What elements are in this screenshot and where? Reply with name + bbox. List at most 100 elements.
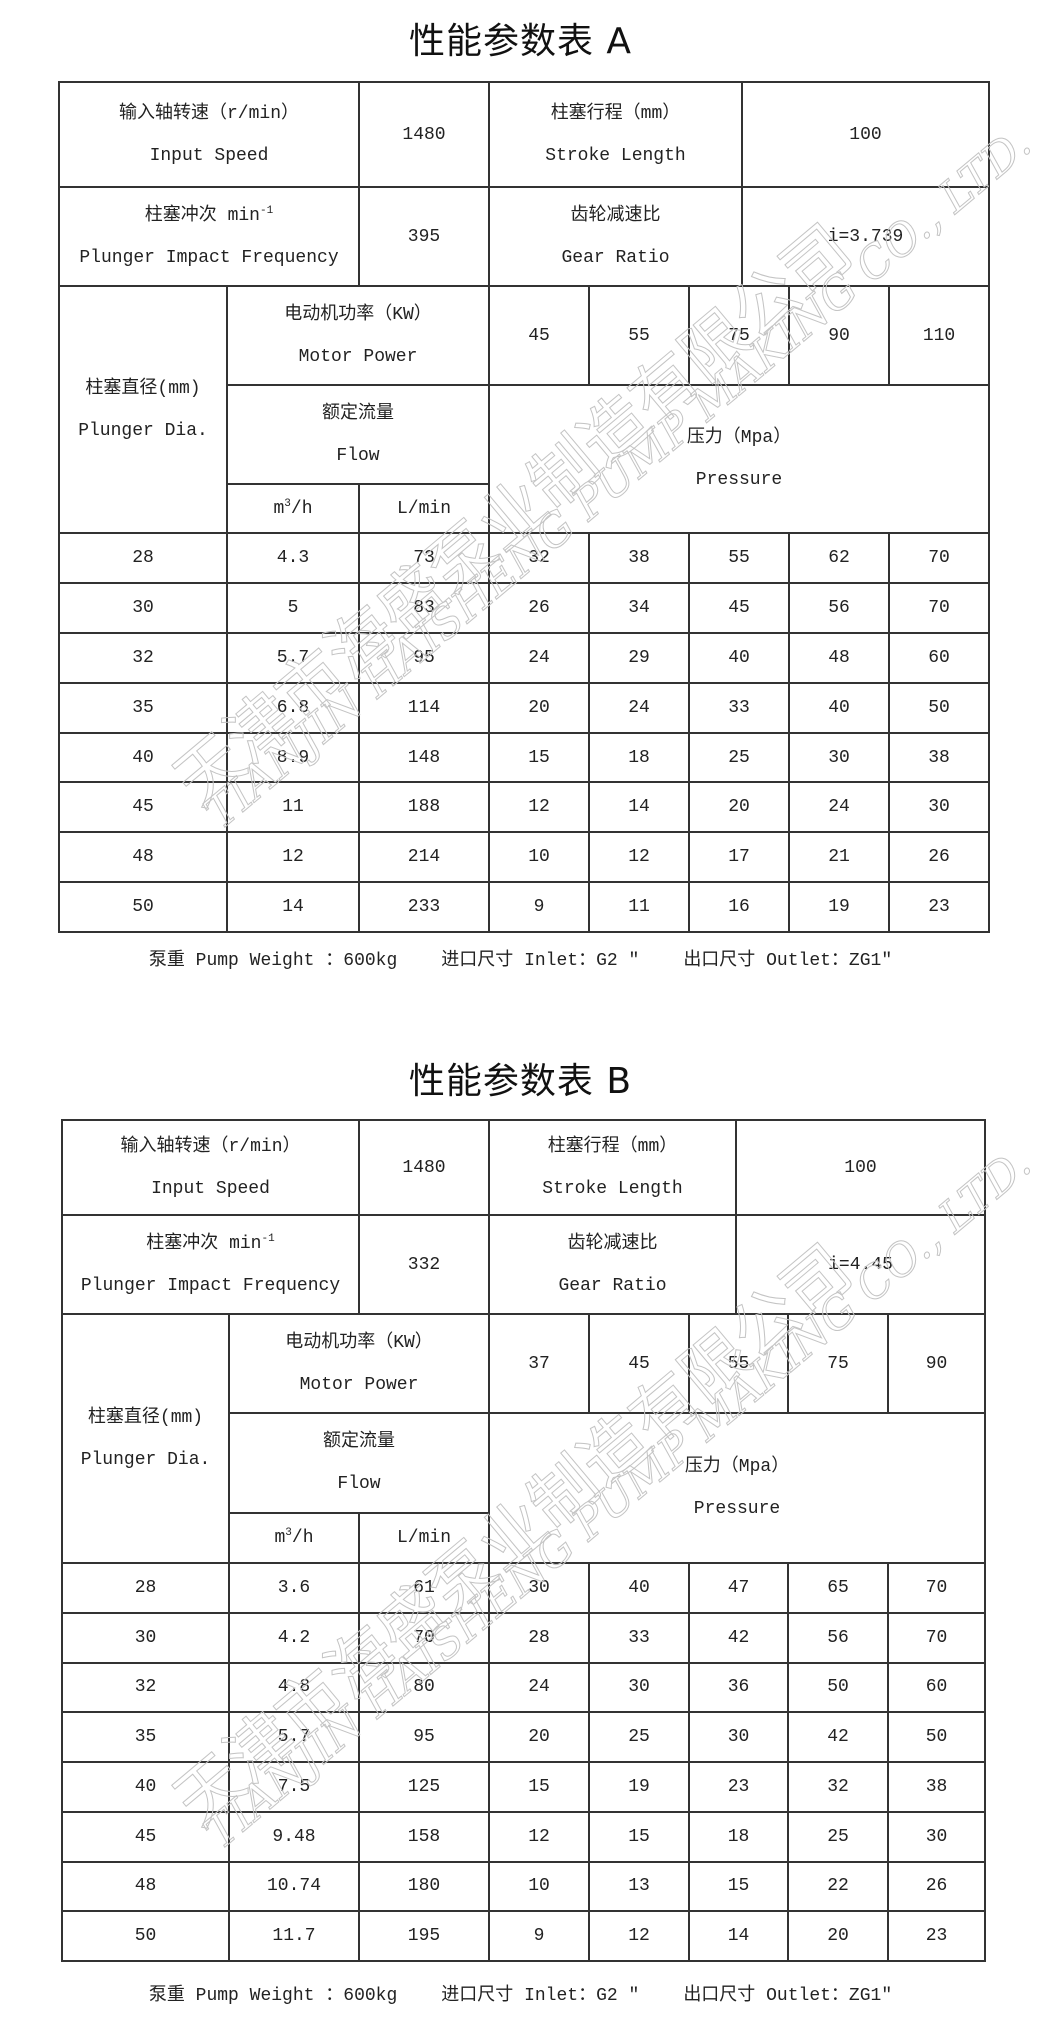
table-cell: 38	[887, 1761, 987, 1813]
dia-en-text: Plunger Dia.	[78, 420, 208, 441]
power-cn-text: 电动机功率（KW）	[285, 1332, 433, 1353]
cell-value-text: 12	[528, 797, 550, 818]
pressure-cn: 压力（Mpa）	[490, 417, 988, 459]
cell-value-text: 40	[828, 697, 850, 718]
cell-value: 56	[789, 1617, 887, 1659]
flow-cn: 额定流量	[228, 393, 488, 435]
summary-table: 输入轴转速（r/min） Input Speed 1480 柱塞行程（mm） Strok…	[58, 81, 990, 287]
cell-value: 56	[790, 587, 888, 629]
cell-value: 4.8	[230, 1666, 358, 1708]
cell-value: 60	[890, 637, 988, 679]
cell-value: 4.2	[230, 1617, 358, 1659]
cell-value: 70	[360, 1617, 488, 1659]
table-cell: 48	[61, 1860, 230, 1913]
cell-value: 32	[60, 637, 226, 679]
input-speed-cn: 输入轴转速（r/min）	[60, 93, 358, 135]
table-cell: 50	[888, 681, 991, 734]
pressure-header: 压力（Mpa） Pressure	[488, 384, 991, 534]
table-cell: 83	[357, 581, 491, 634]
cell-value: 12	[490, 786, 588, 828]
table-cell: 60	[888, 631, 991, 684]
cell-value: 45	[690, 587, 788, 629]
cell-value: 40	[60, 737, 226, 779]
unit-lmin: L/min	[357, 1512, 491, 1564]
table-cell: 5.7	[226, 631, 360, 684]
table-cell: 8.9	[226, 731, 360, 784]
power-num-text: 55	[628, 325, 650, 346]
power-num-text: 90	[925, 1353, 948, 1374]
cell-value-text: 14	[282, 897, 304, 918]
cell-value: 18	[590, 737, 688, 779]
dia-en: Plunger Dia.	[63, 1439, 228, 1481]
cell-value: 38	[890, 737, 988, 779]
stroke-num: 100	[737, 1147, 984, 1189]
cell-value-text: 30	[528, 1577, 550, 1598]
table-cell: 95	[357, 631, 491, 684]
stroke-en-text: Stroke Length	[545, 145, 686, 166]
power-value: 45	[488, 285, 591, 386]
table-cell: 12	[488, 781, 591, 834]
cell-value-text: 70	[925, 1577, 948, 1598]
table-cell: 32	[58, 631, 228, 684]
table-cell: 10.74	[228, 1860, 360, 1913]
cell-value-text: 114	[407, 697, 441, 718]
summary-row: 柱塞冲次 min-1 Plunger Impact Frequency 332 齿轮减…	[61, 1214, 986, 1315]
power-cn: 电动机功率（KW）	[228, 294, 488, 336]
power-num: 55	[690, 1343, 787, 1385]
summary-table: 输入轴转速（r/min） Input Speed 1480 柱塞行程（mm） Strok…	[61, 1119, 986, 1315]
cell-value-text: 60	[925, 1677, 948, 1698]
cell-value-text: 24	[628, 697, 650, 718]
input-speed-en-text: Input Speed	[149, 145, 269, 166]
table-cell: 32	[787, 1761, 890, 1813]
cell-value: 180	[360, 1865, 488, 1907]
power-num-text: 90	[828, 325, 850, 346]
stroke-num-text: 100	[849, 124, 882, 145]
table-cell: 28	[58, 532, 228, 584]
header-row: 额定流量 Flow 压力（Mpa） Pressure	[59, 384, 991, 534]
table-cell: 48	[788, 631, 891, 684]
table-cell: 3.6	[228, 1562, 360, 1614]
cell-value-text: 62	[828, 547, 850, 568]
cell-value: 214	[360, 836, 488, 878]
cell-value: 6.8	[228, 687, 358, 729]
cell-value: 50	[890, 687, 988, 729]
cell-value: 12	[590, 1915, 688, 1957]
table-cell: 18	[688, 1810, 790, 1863]
cell-value-text: 56	[827, 1627, 849, 1648]
table-cell: 15	[588, 1810, 691, 1863]
cell-value-text: 4.2	[277, 1627, 311, 1648]
cell-value: 26	[889, 1865, 984, 1907]
table-cell: 18	[588, 731, 691, 784]
cell-value-text: 20	[728, 797, 750, 818]
cell-value-text: 45	[132, 797, 154, 818]
table-cell: 12	[588, 1910, 691, 1962]
cell-value: 28	[490, 1617, 588, 1659]
table-cell: 20	[488, 681, 591, 734]
table-cell: 24	[488, 1661, 591, 1714]
table-cell: 7.5	[228, 1761, 360, 1813]
impact-en-text: Plunger Impact Frequency	[80, 1275, 341, 1296]
cell-value: 5.7	[228, 637, 358, 679]
pressure-header: 压力（Mpa） Pressure	[488, 1412, 987, 1564]
cell-value: 15	[590, 1816, 688, 1858]
cell-value: 80	[360, 1666, 488, 1708]
stroke-label: 柱塞行程（mm） Stroke Length	[488, 1119, 737, 1216]
cell-value: 35	[63, 1716, 228, 1758]
cell-value-text: 29	[628, 647, 650, 668]
table-cell: 180	[357, 1860, 491, 1913]
input-speed-en-text: Input Speed	[151, 1178, 270, 1199]
cell-value: 11.7	[230, 1915, 358, 1957]
cell-value: 70	[890, 537, 988, 579]
cell-value: 14	[690, 1915, 787, 1957]
power-en-text: Motor Power	[299, 1374, 419, 1395]
cell-value-text: 33	[628, 1627, 650, 1648]
table-cell: 32	[488, 532, 591, 584]
table-row: 32 5.7 95 24 29 40 48 60	[58, 631, 991, 684]
table-cell: 148	[357, 731, 491, 784]
power-value: 75	[688, 285, 791, 386]
table-cell: 73	[357, 532, 491, 584]
cell-value-text: 40	[628, 1577, 650, 1598]
table-row: 35 5.7 95 20 25 30 42 50	[61, 1711, 987, 1763]
impact-label: 柱塞冲次 min-1 Plunger Impact Frequency	[58, 186, 360, 287]
cell-value-text: 6.8	[276, 697, 310, 718]
